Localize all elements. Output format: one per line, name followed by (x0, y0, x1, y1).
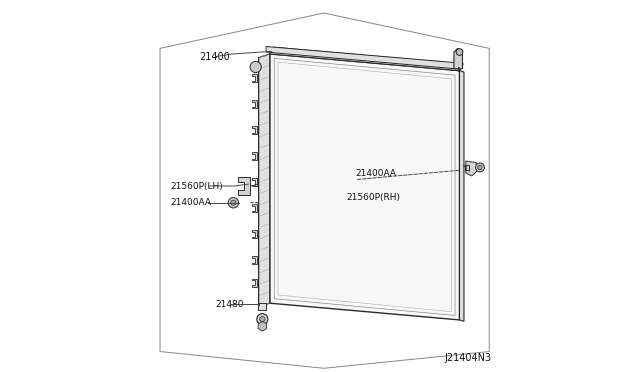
Text: 21480: 21480 (216, 300, 244, 309)
Text: 21560P(RH): 21560P(RH) (346, 193, 400, 202)
Polygon shape (454, 48, 463, 69)
Polygon shape (252, 100, 257, 108)
Polygon shape (266, 46, 463, 69)
Circle shape (228, 198, 239, 208)
Polygon shape (252, 279, 257, 287)
Polygon shape (252, 152, 257, 160)
Polygon shape (466, 161, 477, 176)
Circle shape (456, 49, 463, 55)
Circle shape (257, 314, 268, 325)
Polygon shape (252, 126, 257, 134)
Text: 21400: 21400 (199, 52, 230, 61)
Polygon shape (252, 178, 257, 186)
Text: 21400AA: 21400AA (355, 169, 396, 178)
Polygon shape (270, 54, 460, 320)
Polygon shape (460, 71, 464, 321)
Circle shape (260, 317, 265, 322)
Polygon shape (258, 321, 266, 331)
Text: 21560P(LH): 21560P(LH) (170, 182, 223, 190)
Text: 21400AA: 21400AA (170, 198, 211, 207)
Polygon shape (252, 204, 257, 212)
Polygon shape (252, 256, 257, 264)
Polygon shape (252, 74, 257, 82)
Circle shape (477, 165, 482, 170)
Polygon shape (259, 54, 270, 307)
Circle shape (476, 163, 484, 172)
Text: J21404N3: J21404N3 (444, 353, 491, 363)
Polygon shape (238, 177, 250, 195)
Polygon shape (270, 47, 463, 71)
Circle shape (250, 61, 261, 73)
Polygon shape (258, 303, 266, 310)
Polygon shape (252, 230, 257, 238)
Circle shape (230, 200, 236, 205)
